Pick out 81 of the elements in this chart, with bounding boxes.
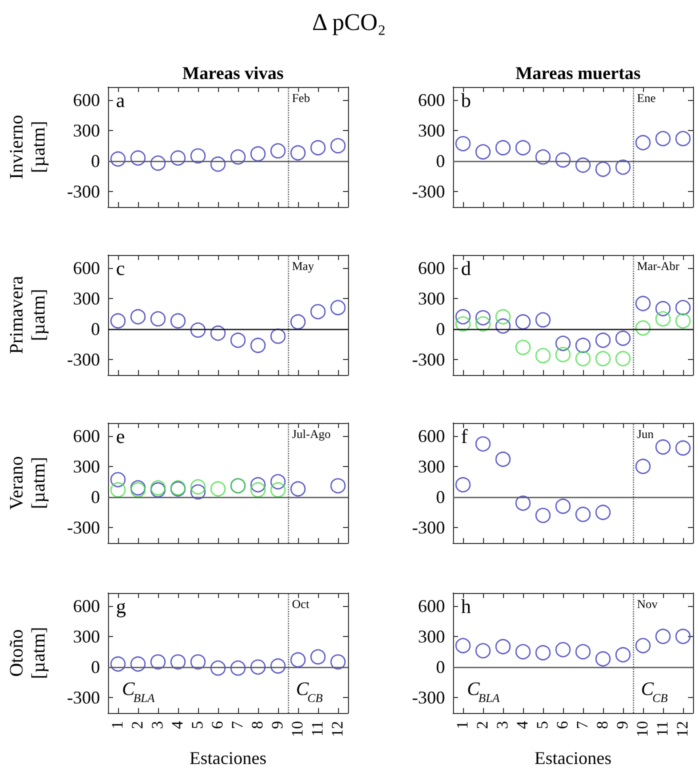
chart-title: Δ pCO₂ (311, 10, 387, 37)
annotation: b (461, 90, 471, 112)
y-tick-label: -300 (412, 350, 445, 370)
x-tick-label: 5 (190, 721, 206, 729)
x-tick-label: 12 (674, 721, 692, 737)
y-tick-label: 600 (418, 90, 445, 110)
y-tick-label: 600 (73, 596, 100, 616)
ref-line-label: Jun (637, 427, 654, 441)
x-tick-label: 11 (310, 721, 326, 736)
y-axis-title: Invierno [µatm] (6, 114, 50, 180)
y-tick-label: 600 (73, 258, 100, 278)
annotation: c (116, 258, 125, 280)
x-tick-label: 5 (534, 721, 552, 729)
y-tick-label: -300 (412, 182, 445, 202)
y-tick-label: -300 (67, 688, 100, 708)
x-tick-label: 4 (170, 721, 186, 729)
y-tick-label: 600 (418, 258, 445, 278)
y-tick-label: -300 (67, 350, 100, 370)
ref-line-label: Feb (292, 91, 310, 105)
y-tick-label: 0 (436, 151, 445, 172)
x-tick-label: 2 (474, 721, 492, 729)
x-tick-label: 6 (210, 721, 226, 729)
x-tick-label: 11 (654, 721, 672, 736)
ref-line-label: Oct (292, 597, 310, 611)
x-tick-label: 2 (130, 721, 146, 729)
y-tick-label: 300 (418, 120, 445, 140)
ref-line-label: Mar-Abr (637, 259, 680, 273)
ref-line-label: Jul-Ago (292, 427, 331, 441)
x-tick-label: 1 (454, 721, 472, 729)
x-tick-label: 8 (250, 721, 266, 729)
y-tick-label: 600 (73, 426, 100, 446)
y-tick-label: 600 (418, 596, 445, 616)
y-tick-label: 300 (418, 456, 445, 476)
x-tick-label: 4 (514, 721, 532, 729)
annotation: f (461, 426, 468, 448)
x-axis-title: Estaciones (190, 748, 266, 768)
ref-line-label: May (292, 259, 314, 273)
annotation: a (116, 90, 125, 112)
y-tick-label: 300 (73, 456, 100, 476)
y-tick-label: 0 (91, 319, 100, 340)
chart-subtitle: Mareas vivas (182, 63, 284, 83)
y-tick-label: 0 (436, 657, 445, 678)
y-tick-label: -300 (412, 518, 445, 538)
y-tick-label: 300 (73, 120, 100, 140)
annotation: g (116, 596, 126, 618)
y-tick-label: -300 (412, 688, 445, 708)
chart-subtitle: Mareas muertas (515, 63, 641, 83)
ref-line-label: Ene (637, 91, 656, 105)
y-axis-title: Primavera [µatm] (6, 275, 50, 354)
y-tick-label: 0 (91, 487, 100, 508)
x-tick-label: 3 (494, 721, 512, 729)
x-tick-label: 7 (574, 721, 592, 729)
x-tick-label: 1 (110, 721, 126, 729)
y-tick-label: 300 (73, 288, 100, 308)
x-tick-label: 10 (634, 721, 652, 737)
y-tick-label: 300 (418, 626, 445, 646)
y-tick-label: -300 (67, 182, 100, 202)
y-tick-label: 0 (436, 487, 445, 508)
x-tick-label: 3 (150, 721, 166, 729)
y-tick-label: 0 (91, 657, 100, 678)
y-tick-label: 600 (73, 90, 100, 110)
y-tick-label: -300 (67, 518, 100, 538)
x-tick-label: 10 (290, 721, 306, 737)
x-tick-label: 12 (330, 721, 346, 737)
annotation: d (461, 258, 471, 280)
x-axis-title: Estaciones (534, 748, 612, 768)
y-tick-label: 600 (418, 426, 445, 446)
y-tick-label: 300 (73, 626, 100, 646)
ref-line-label: Nov (637, 597, 658, 611)
y-axis-title: Verano [µatm] (6, 456, 50, 510)
x-tick-label: 9 (614, 721, 632, 729)
x-tick-label: 7 (230, 721, 246, 729)
y-tick-label: 300 (418, 288, 445, 308)
annotation: e (116, 426, 125, 448)
annotation: h (461, 596, 471, 618)
y-tick-label: 0 (91, 151, 100, 172)
x-tick-label: 6 (554, 721, 572, 729)
y-tick-label: 0 (436, 319, 445, 340)
x-tick-label: 9 (270, 721, 286, 729)
y-axis-title: Otoño [µatm] (6, 626, 50, 680)
x-tick-label: 8 (594, 721, 612, 729)
